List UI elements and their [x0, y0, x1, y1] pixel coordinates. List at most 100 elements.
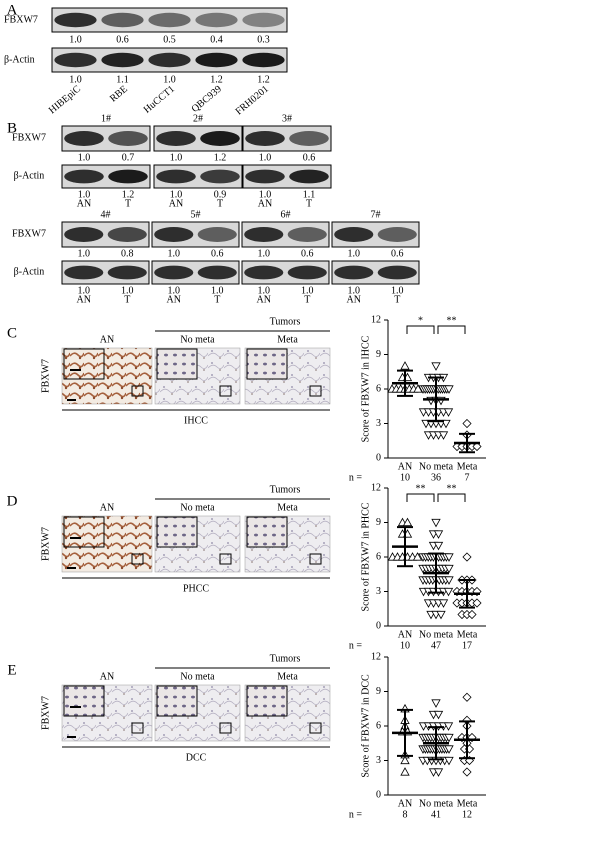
inset — [246, 685, 288, 717]
band-value: 0.6 — [303, 152, 316, 163]
y-tick-label: 6 — [376, 383, 381, 394]
lane-label: AN — [77, 294, 91, 305]
sample-label: 1# — [101, 113, 111, 124]
inset — [246, 516, 288, 548]
band-value: 1.0 — [78, 189, 91, 200]
y-tick-label: 12 — [371, 314, 381, 325]
blot-band — [245, 169, 285, 184]
x-tick-label: Meta — [457, 461, 478, 472]
n-label: 8 — [403, 809, 408, 820]
group-label: AN — [100, 502, 114, 513]
blot-band — [245, 131, 285, 146]
lane-label: T — [214, 294, 220, 305]
n-prefix: n = — [349, 809, 363, 820]
band-value: 1.0 — [78, 152, 91, 163]
blot-band — [289, 169, 329, 184]
group-label: Meta — [277, 671, 298, 682]
blot-band — [54, 52, 97, 68]
data-point — [443, 408, 454, 417]
data-point — [444, 756, 454, 766]
band-value: 1.0 — [211, 285, 224, 296]
roi-box — [309, 553, 322, 565]
blot-band — [200, 131, 240, 146]
band-value: 1.2 — [257, 74, 270, 85]
inset — [156, 348, 198, 380]
band-value: 1.2 — [214, 152, 227, 163]
lane-label: QBC939 — [190, 84, 224, 115]
blot-band — [108, 131, 148, 146]
data-point — [462, 767, 472, 777]
n-label: 10 — [400, 472, 410, 483]
blot-band — [101, 52, 144, 68]
band-value: 1.0 — [170, 189, 183, 200]
sample-label: 6# — [281, 209, 291, 220]
blot-band — [101, 12, 144, 28]
blot-band — [200, 169, 240, 184]
tumors-label: Tumors — [270, 316, 301, 327]
roi-box — [309, 385, 322, 397]
data-point — [444, 564, 454, 574]
data-point — [444, 553, 454, 562]
lane-label: HIBEpiC — [47, 83, 83, 116]
band-value: 0.9 — [214, 189, 227, 200]
data-point — [413, 384, 423, 393]
blot-band — [377, 227, 417, 242]
n-label: 41 — [431, 809, 441, 820]
lane-label: T — [125, 198, 131, 209]
lane-label: FRH0201 — [234, 84, 271, 118]
data-point — [467, 609, 477, 620]
data-point — [462, 692, 472, 702]
significance-label: ** — [447, 315, 457, 326]
x-tick-label: Meta — [457, 798, 478, 809]
blot-band — [287, 265, 327, 280]
significance-label: ** — [447, 483, 457, 494]
stain-label: FBXW7 — [40, 359, 51, 393]
x-tick-label: AN — [398, 461, 412, 472]
lane-label: AN — [167, 294, 181, 305]
band-value: 0.7 — [122, 152, 135, 163]
y-tick-label: 0 — [376, 452, 381, 463]
significance-label: * — [418, 315, 423, 326]
group-label: Meta — [277, 334, 298, 345]
band-value: 0.6 — [391, 248, 404, 259]
lane-label: AN — [347, 294, 361, 305]
data-point — [472, 441, 482, 452]
roi-box — [131, 722, 144, 734]
lane-label: RBE — [108, 84, 130, 105]
data-point — [444, 385, 454, 394]
inset — [156, 685, 198, 717]
data-point — [436, 610, 446, 620]
data-point — [438, 431, 449, 440]
lane-label: HuCCT1 — [142, 84, 177, 116]
blot-band — [64, 169, 104, 184]
y-tick-label: 3 — [376, 755, 381, 766]
n-label: 17 — [462, 640, 472, 651]
roi-box — [131, 553, 144, 565]
data-point — [433, 530, 444, 539]
band-value: 1.1 — [303, 189, 316, 200]
row-label: β-Actin — [4, 54, 35, 65]
band-value: 1.0 — [163, 74, 176, 85]
band-value: 1.0 — [121, 285, 134, 296]
y-tick-label: 9 — [376, 517, 381, 528]
panel-label: B — [7, 120, 17, 136]
row-label: FBXW7 — [4, 14, 38, 25]
band-value: 1.0 — [69, 74, 82, 85]
blot-band — [156, 169, 196, 184]
y-tick-label: 6 — [376, 720, 381, 731]
n-label: 12 — [462, 809, 472, 820]
group-label: Meta — [277, 502, 298, 513]
tumors-label: Tumors — [270, 484, 301, 495]
band-value: 0.8 — [121, 248, 134, 259]
data-point — [433, 541, 444, 551]
blot-band — [154, 227, 194, 242]
roi-box — [219, 553, 232, 565]
n-prefix: n = — [349, 472, 363, 483]
blot-band — [148, 12, 191, 28]
band-value: 1.0 — [258, 285, 271, 296]
row-label: β-Actin — [14, 266, 45, 277]
blot-band — [244, 265, 284, 280]
band-value: 1.0 — [348, 248, 361, 259]
y-tick-label: 3 — [376, 418, 381, 429]
